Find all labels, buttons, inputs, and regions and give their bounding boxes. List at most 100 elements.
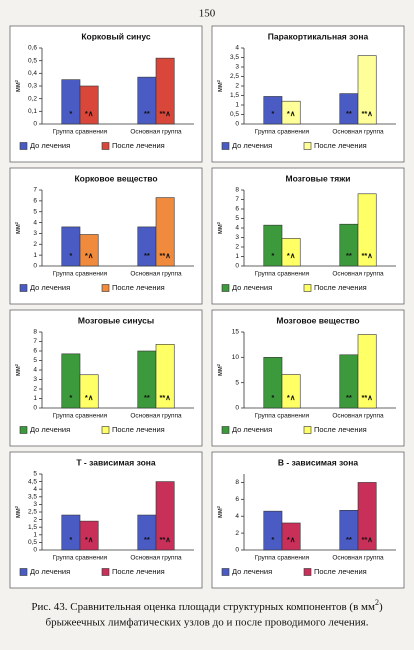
y-axis-label: мм² xyxy=(217,505,224,518)
x-tick-label: Группа сравнения xyxy=(255,413,310,420)
y-tick-label: 6 xyxy=(235,206,239,213)
bar-label: **∧ xyxy=(159,535,171,544)
legend-label: До лечения xyxy=(232,567,272,576)
bar xyxy=(155,197,175,267)
caption-sup: 2 xyxy=(375,598,379,607)
y-tick-label: 0,5 xyxy=(230,111,239,118)
x-tick-label: Группа сравнения xyxy=(53,555,108,562)
y-axis-label: мм² xyxy=(15,363,22,376)
bar-label: **∧ xyxy=(159,251,171,260)
legend-swatch xyxy=(101,284,110,292)
bar-label: ** xyxy=(144,109,150,118)
y-tick-label: 4 xyxy=(33,367,37,374)
y-tick-label: 0,5 xyxy=(28,57,37,64)
legend-swatch xyxy=(221,426,230,434)
bar xyxy=(357,193,377,267)
y-tick-label: 6 xyxy=(33,198,37,205)
y-tick-label: 0 xyxy=(33,405,37,412)
y-axis-label: мм² xyxy=(217,363,224,376)
y-tick-label: 1 xyxy=(33,395,37,402)
legend-label: После лечения xyxy=(314,141,367,150)
chart-title: Мозговые тяжи xyxy=(286,173,351,183)
y-tick-label: 2,5 xyxy=(230,73,239,80)
bar-label: **∧ xyxy=(361,109,373,118)
y-tick-label: 8 xyxy=(33,329,37,336)
y-tick-label: 1 xyxy=(33,532,37,539)
legend-label: После лечения xyxy=(112,567,165,576)
y-tick-label: 2 xyxy=(33,516,37,523)
y-tick-label: 0,4 xyxy=(28,70,37,77)
legend-swatch xyxy=(221,142,230,150)
y-tick-label: 4 xyxy=(235,225,239,232)
x-tick-label: Основная группа xyxy=(332,555,384,562)
caption: брыжеечных лимфатических узлов до и посл… xyxy=(46,617,369,629)
bar-label: **∧ xyxy=(159,393,171,402)
x-tick-label: Группа сравнения xyxy=(53,271,108,278)
bar-label: ** xyxy=(346,109,352,118)
bar-label: * xyxy=(271,393,274,402)
legend-label: После лечения xyxy=(112,425,165,434)
legend-swatch xyxy=(101,568,110,576)
x-tick-label: Основная группа xyxy=(130,413,182,420)
bar xyxy=(339,510,359,551)
bar xyxy=(61,226,81,267)
chart: Паракортикальная зона мм² 0 0,5 1 1,5 2 2,5 3 3,5… xyxy=(211,25,405,163)
bar xyxy=(281,238,301,267)
y-tick-label: 6 xyxy=(235,496,239,503)
chart: Корковый синус мм² 0 0,1 0,2 0,3 0,4 0,5 0,6 Груп… xyxy=(9,25,203,163)
caption: Рис. 43. Сравнительная оценка площади ст… xyxy=(31,598,383,613)
legend-swatch xyxy=(221,284,230,292)
legend-label: До лечения xyxy=(30,283,70,292)
chart-title: Корковое вещество xyxy=(74,173,157,183)
legend-swatch xyxy=(19,568,28,576)
y-tick-label: 0 xyxy=(235,263,239,270)
x-tick-label: Основная группа xyxy=(332,271,384,278)
legend-swatch xyxy=(303,568,312,576)
bar-label: *∧ xyxy=(287,251,296,260)
y-axis-label: мм² xyxy=(15,221,22,234)
bar-label: *∧ xyxy=(85,393,94,402)
y-tick-label: 7 xyxy=(33,338,37,345)
bar xyxy=(155,481,175,551)
bar xyxy=(137,514,157,551)
y-tick-label: 2 xyxy=(235,530,239,537)
legend-swatch xyxy=(101,426,110,434)
bar-label: *∧ xyxy=(287,535,296,544)
bar xyxy=(79,520,99,551)
bar-label: **∧ xyxy=(361,251,373,260)
x-tick-label: Группа сравнения xyxy=(255,555,310,562)
x-tick-label: Группа сравнения xyxy=(53,129,108,136)
y-tick-label: 2 xyxy=(33,241,37,248)
y-tick-label: 8 xyxy=(235,479,239,486)
bar xyxy=(357,55,377,125)
bar xyxy=(281,100,301,125)
chart-title: Паракортикальная зона xyxy=(268,31,369,41)
chart-title: Мозговые синусы xyxy=(78,315,154,325)
y-tick-label: 6 xyxy=(33,348,37,355)
legend-swatch xyxy=(19,426,28,434)
chart-title: Корковый синус xyxy=(81,31,151,41)
x-tick-label: Группа сравнения xyxy=(255,129,310,136)
bar-label: *∧ xyxy=(85,109,94,118)
bar-label: *∧ xyxy=(85,535,94,544)
bar-label: ** xyxy=(144,393,150,402)
chart-title: Мозговое вещество xyxy=(276,315,359,325)
legend-swatch xyxy=(19,284,28,292)
x-tick-label: Основная группа xyxy=(130,271,182,278)
legend-swatch xyxy=(303,426,312,434)
legend-label: До лечения xyxy=(232,425,272,434)
legend-label: После лечения xyxy=(314,283,367,292)
y-tick-label: 3 xyxy=(33,501,37,508)
y-tick-label: 0 xyxy=(33,121,37,128)
y-tick-label: 8 xyxy=(235,187,239,194)
y-tick-label: 5 xyxy=(33,471,37,478)
y-tick-label: 4,5 xyxy=(28,478,37,485)
chart: Корковое вещество мм² 0 1 2 3 4 5 6 7 Группа сравн… xyxy=(9,167,203,305)
bar-label: *∧ xyxy=(287,109,296,118)
legend-swatch xyxy=(101,142,110,150)
y-tick-label: 1,5 xyxy=(230,92,239,99)
bar-label: ** xyxy=(144,535,150,544)
y-tick-label: 0,5 xyxy=(28,539,37,546)
bar xyxy=(79,85,99,125)
y-tick-label: 2 xyxy=(235,244,239,251)
